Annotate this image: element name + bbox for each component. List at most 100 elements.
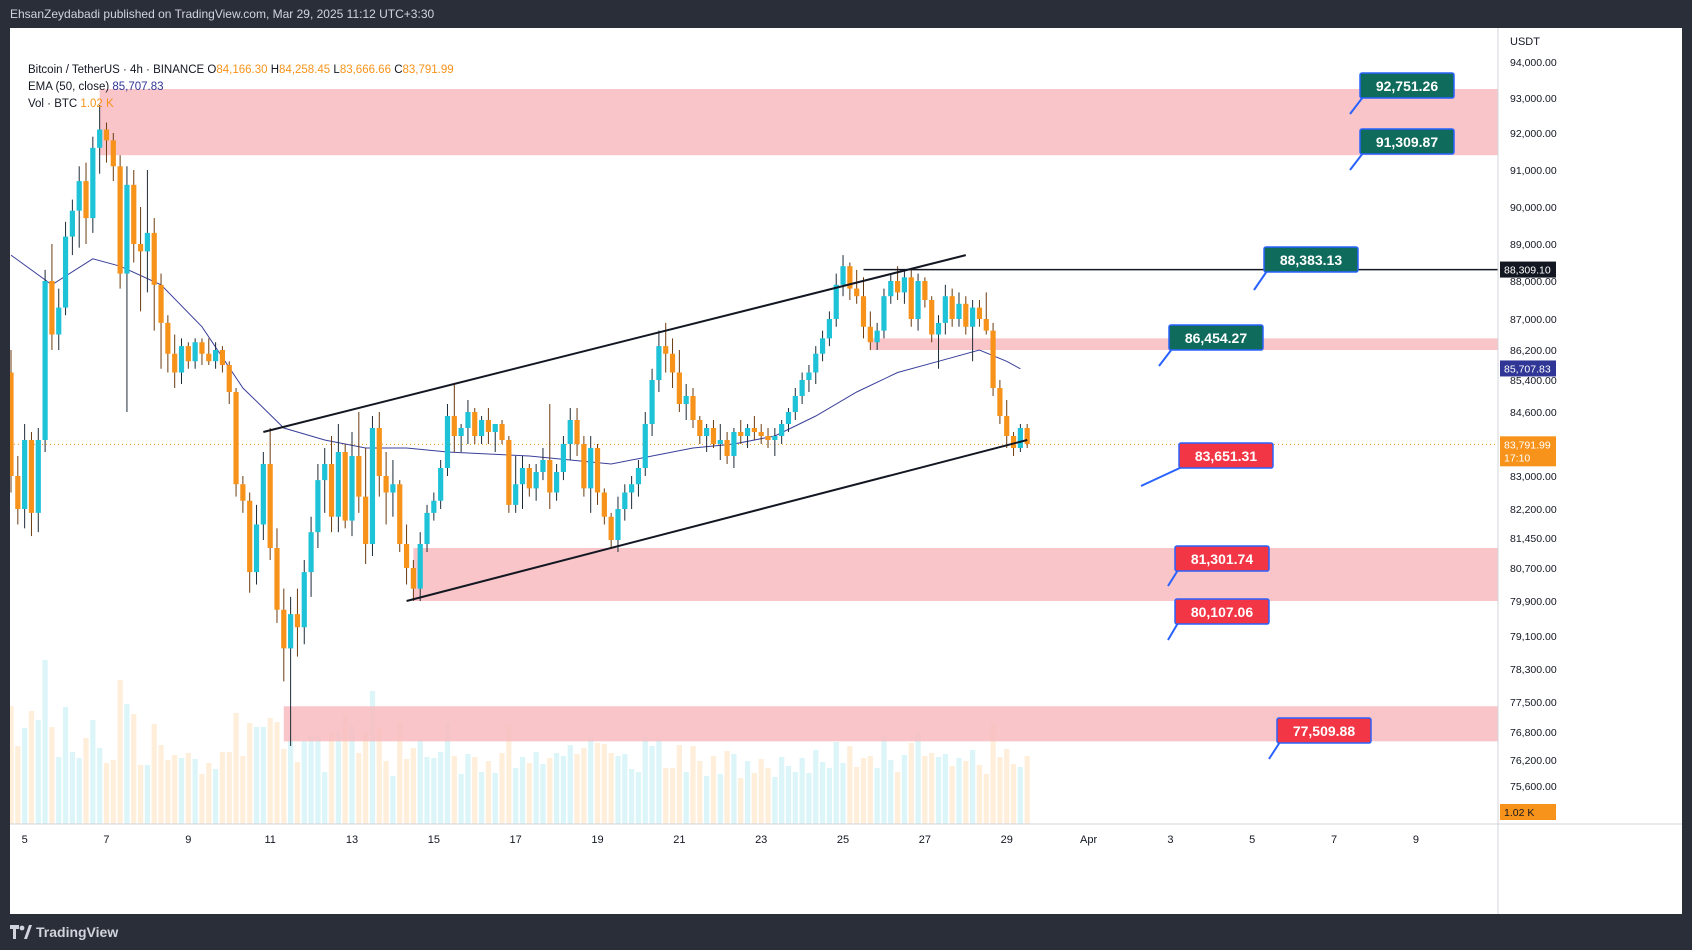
price-tick: 89,000.00 — [1510, 239, 1557, 251]
candle-body — [49, 281, 55, 335]
volume-bar — [581, 748, 587, 824]
volume-bar — [213, 769, 219, 824]
price-callouts[interactable]: 92,751.26 91,309.87 88,383.13 86,454.27 83,6… — [1140, 72, 1455, 760]
volume-bar — [942, 754, 948, 824]
candle-body — [690, 396, 696, 420]
volume-bar — [90, 720, 96, 824]
candle — [581, 436, 587, 497]
candle-body — [226, 365, 232, 392]
volume-bar — [833, 742, 839, 824]
candle — [417, 532, 423, 601]
candle — [935, 315, 942, 369]
candle — [431, 492, 437, 521]
volume-bar — [247, 723, 253, 824]
candle-body — [335, 452, 341, 517]
candle — [383, 452, 389, 525]
callout-pointer — [1253, 270, 1268, 291]
volume-bar — [178, 758, 185, 824]
volume-bar — [267, 718, 273, 824]
candle-body — [499, 424, 505, 440]
price-zone — [99, 89, 1498, 156]
candle-body — [922, 281, 928, 300]
candle — [976, 300, 983, 327]
candle — [110, 133, 116, 182]
candle — [1017, 424, 1023, 452]
candle — [738, 420, 744, 444]
price-tick: 86,200.00 — [1510, 345, 1557, 357]
volume-bar — [260, 727, 266, 824]
time-axis[interactable]: 5 7 9 11 13 15 17 19 21 23 25 27 29 Apr 3 5 7 9 — [22, 834, 1419, 846]
volume-bar — [410, 748, 416, 824]
volume-bar — [192, 759, 198, 824]
candle-body — [288, 614, 294, 649]
candle-body — [410, 568, 416, 589]
price-tick: 82,200.00 — [1510, 504, 1557, 516]
ema-legend-label[interactable]: EMA (50, close) — [28, 81, 110, 93]
candle — [301, 560, 307, 645]
candle — [888, 273, 894, 304]
time-tick: 19 — [591, 834, 603, 846]
volume-bar — [151, 724, 157, 824]
volume-bar — [738, 778, 744, 824]
callout-text: 88,383.13 — [1280, 252, 1342, 268]
candle — [690, 388, 696, 428]
candle-body — [642, 424, 648, 468]
price-axis[interactable]: 94,000.00 93,000.00 92,000.00 91,000.00 90,0… — [1510, 57, 1557, 793]
volume-bar — [956, 758, 962, 824]
volume-bar — [744, 761, 751, 824]
volume-bar — [1024, 756, 1030, 824]
candle — [478, 416, 485, 444]
time-tick: 27 — [919, 834, 931, 846]
volume-bar — [669, 768, 676, 824]
candle-body — [328, 464, 335, 517]
volume-bar — [785, 766, 792, 824]
candle-body — [438, 468, 444, 501]
volume-bar — [915, 732, 921, 824]
candle — [840, 255, 846, 297]
callout-box — [1174, 545, 1270, 572]
candle — [403, 524, 410, 585]
volume-bar — [622, 754, 628, 824]
volume-bar — [383, 761, 389, 824]
candle-body — [383, 476, 389, 493]
symbol-title[interactable]: Bitcoin / TetherUS · 4h · BINANCE — [28, 64, 205, 76]
candle-body — [301, 572, 307, 628]
candle-body — [192, 342, 198, 362]
volume-bar — [642, 737, 648, 824]
volume-bar — [308, 736, 314, 824]
trendlines[interactable] — [263, 254, 1498, 602]
volume-bar — [97, 748, 103, 824]
candle — [847, 262, 853, 300]
candle — [656, 330, 662, 392]
volume-bar — [806, 773, 812, 824]
volume-bar — [390, 776, 396, 824]
tradingview-logo[interactable]: TradingView — [10, 924, 118, 940]
ema-path — [10, 254, 1021, 465]
candle-body — [608, 516, 614, 540]
volume-bar — [62, 707, 69, 824]
candlestick-chart[interactable]: 92,751.26 91,309.87 88,383.13 86,454.27 83,6… — [8, 28, 1682, 914]
candle — [513, 456, 519, 513]
candle-body — [594, 448, 601, 493]
candle-body — [369, 428, 376, 544]
candle — [267, 428, 273, 560]
callout-pointer — [1158, 348, 1173, 367]
candle — [28, 432, 35, 537]
volume-bar — [103, 763, 110, 824]
countdown-text: 17:10 — [1504, 452, 1530, 464]
volume-bar — [976, 765, 983, 824]
candle — [547, 404, 553, 509]
vol-legend-label[interactable]: Vol · BTC — [28, 98, 78, 110]
candle — [178, 338, 185, 384]
volume-bar — [547, 758, 553, 824]
candle-body — [158, 284, 164, 323]
volume-bar — [28, 711, 35, 824]
volume-bar — [1017, 767, 1023, 824]
candle-body — [35, 440, 41, 513]
candle-body — [717, 440, 723, 444]
badge-box — [1500, 261, 1556, 278]
candle-body — [97, 129, 103, 148]
volume-bar — [860, 758, 867, 824]
volume-bar — [397, 723, 403, 824]
close-value: 83,791.99 — [402, 64, 454, 76]
